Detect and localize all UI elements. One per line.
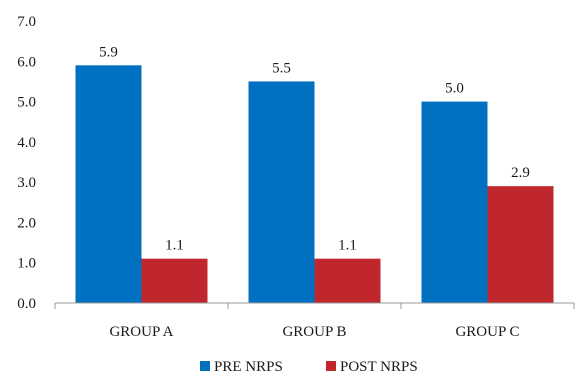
x-category-label: GROUP B (282, 324, 346, 340)
y-tick-label: 2.0 (17, 215, 36, 231)
bar-pre-nrps (75, 65, 142, 303)
legend-swatch-post-nrps (326, 361, 336, 371)
legend-label-post-nrps: POST NRPS (340, 359, 418, 375)
y-tick-label: 5.0 (17, 95, 36, 111)
data-label: 5.0 (445, 81, 464, 97)
bar-post-nrps (487, 186, 554, 303)
y-tick-label: 4.0 (17, 135, 36, 151)
bar-pre-nrps (248, 81, 315, 303)
x-category-label: GROUP A (109, 324, 173, 340)
legend-label-pre-nrps: PRE NRPS (214, 359, 283, 375)
y-tick-label: 1.0 (17, 256, 36, 272)
bar-pre-nrps (421, 101, 488, 303)
y-tick-label: 7.0 (17, 14, 36, 30)
y-tick-label: 3.0 (17, 175, 36, 191)
data-label: 5.9 (99, 44, 118, 60)
y-tick-label: 6.0 (17, 54, 36, 70)
y-tick-label: 0.0 (17, 296, 36, 312)
x-category-label: GROUP C (455, 324, 519, 340)
bars: 5.9 1.1 5.5 1.1 5.0 2.9 (75, 44, 554, 303)
legend-swatch-pre-nrps (200, 361, 210, 371)
bar-post-nrps (141, 258, 208, 303)
x-axis: GROUP A GROUP B GROUP C (54, 302, 575, 340)
legend: PRE NRPS POST NRPS (200, 359, 418, 375)
bar-post-nrps (314, 258, 381, 303)
data-label: 5.5 (272, 60, 291, 76)
data-label: 1.1 (165, 238, 184, 254)
y-axis: 0.0 1.0 2.0 3.0 4.0 5.0 6.0 7.0 (17, 14, 36, 312)
data-label: 2.9 (511, 165, 530, 181)
data-label: 1.1 (338, 238, 357, 254)
